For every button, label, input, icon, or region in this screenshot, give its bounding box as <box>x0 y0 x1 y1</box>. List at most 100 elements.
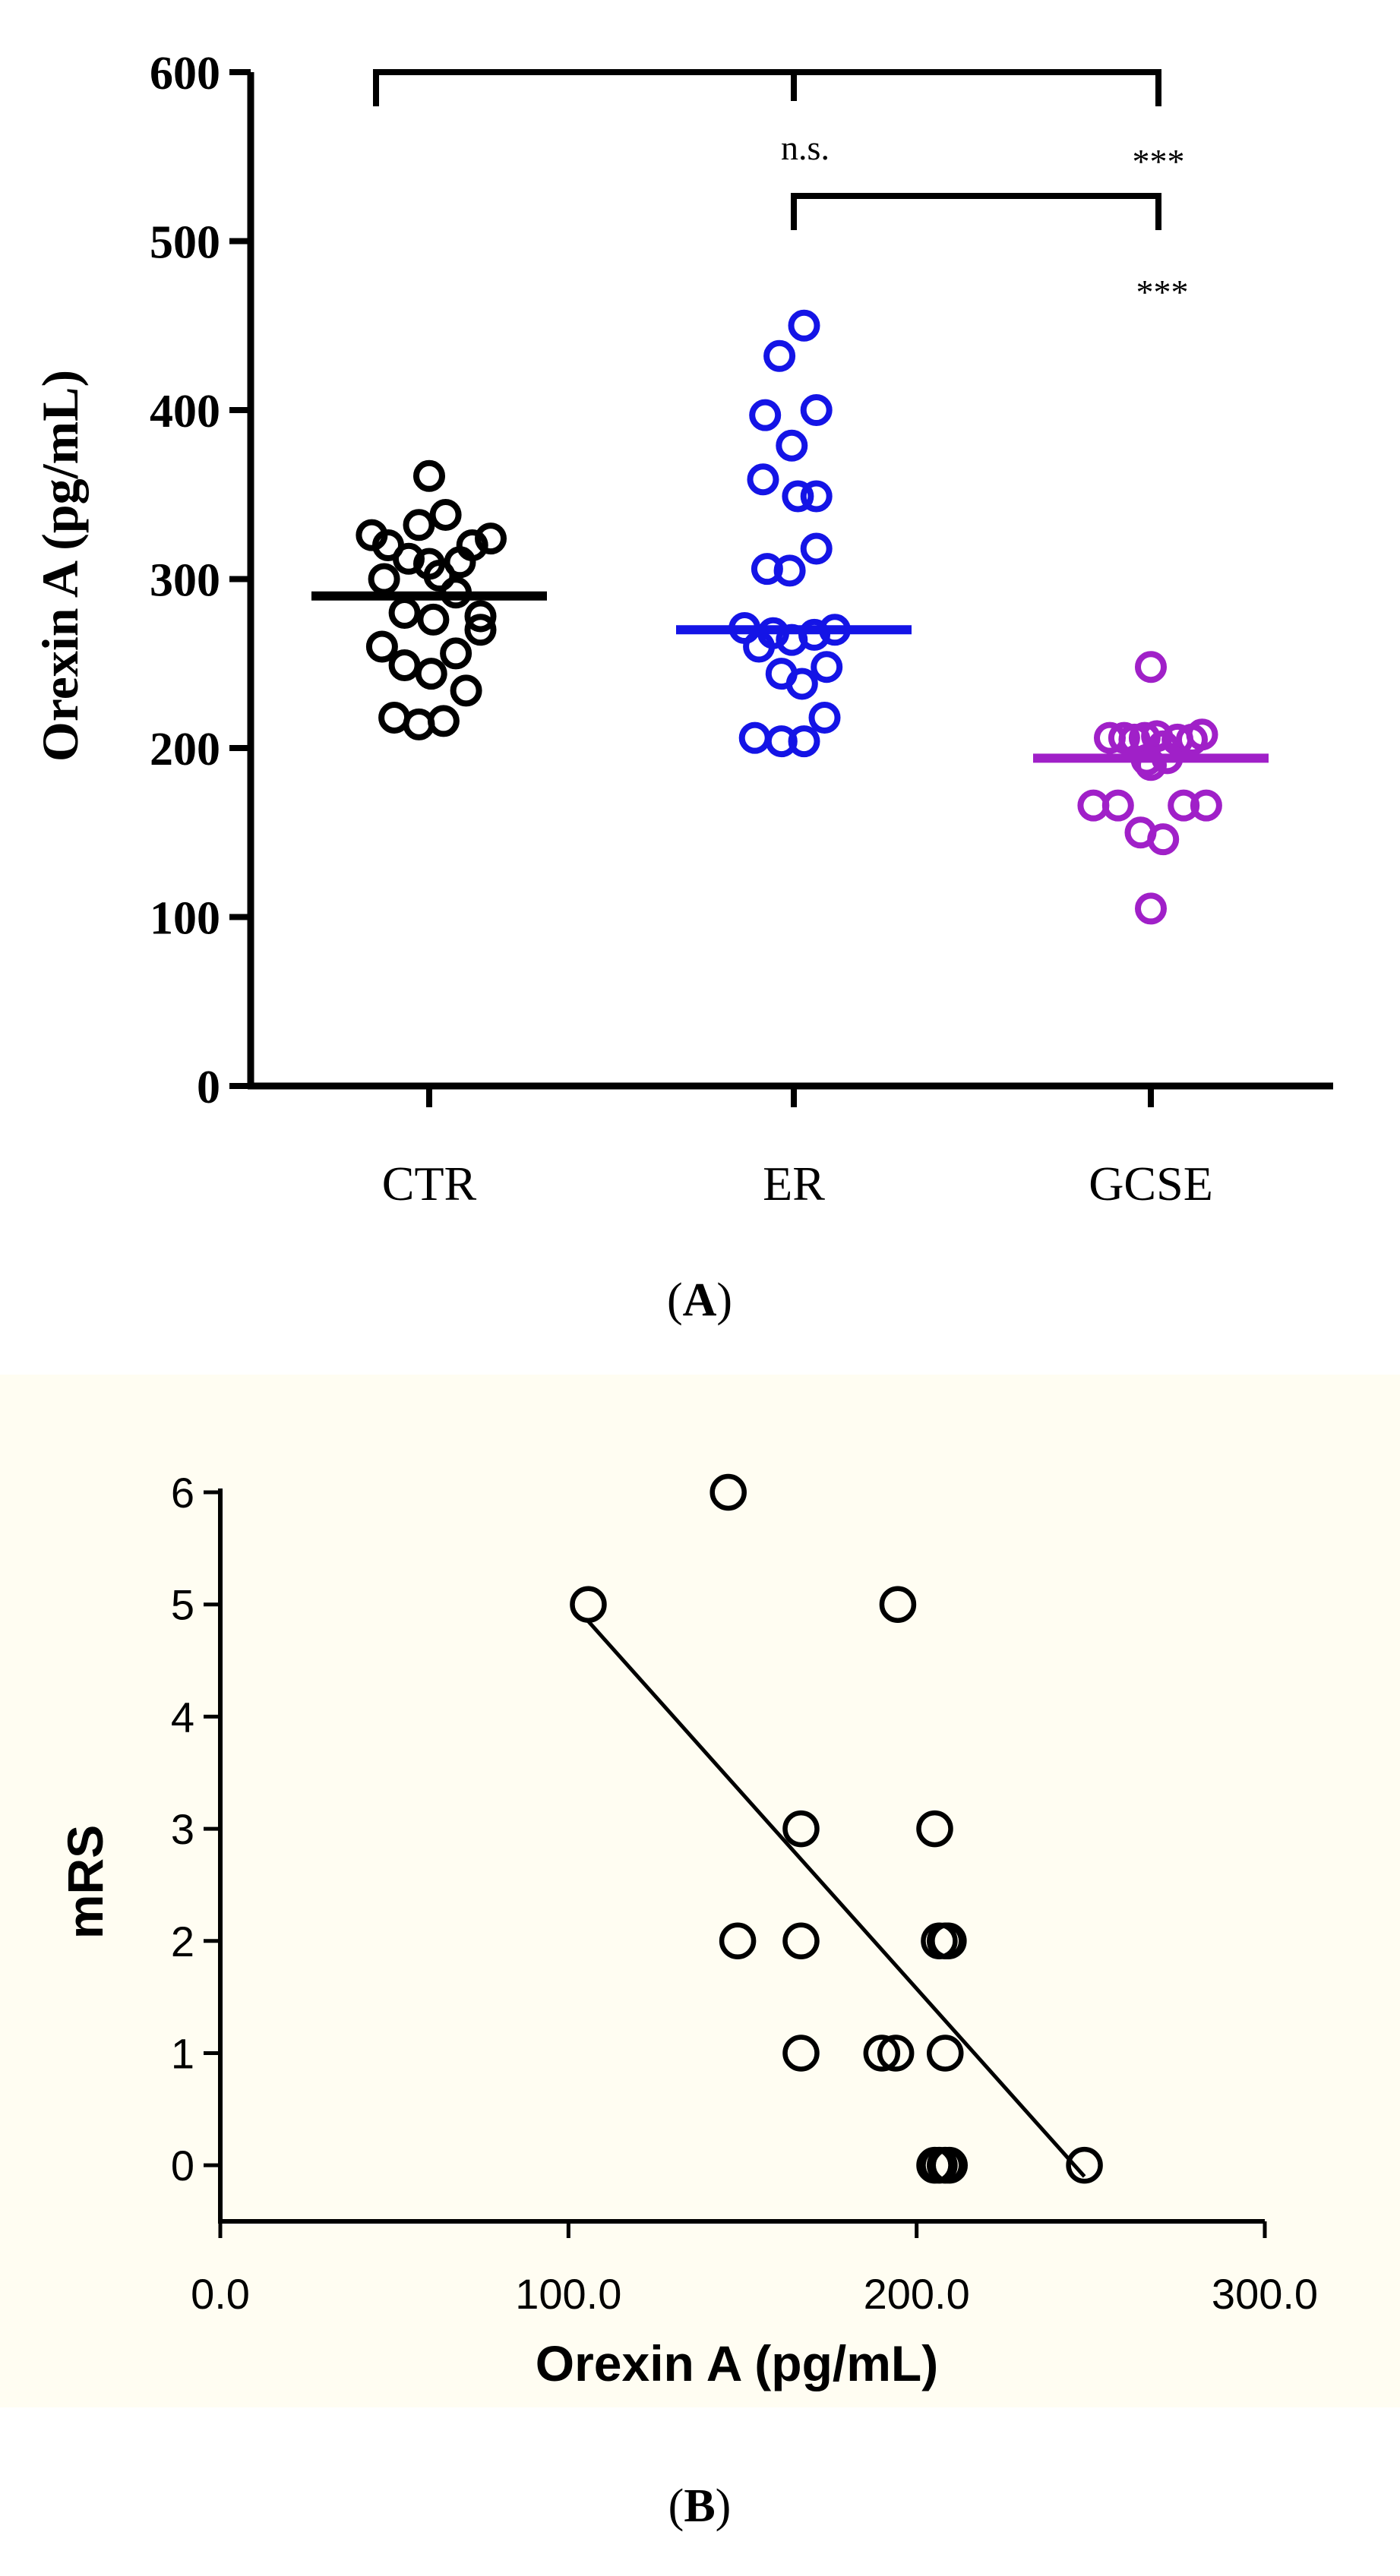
data-point-gcse <box>1135 651 1167 683</box>
panel-a-y-tick-label: 300 <box>150 555 220 607</box>
panel-a-x-tick-label: CTR <box>382 1157 477 1211</box>
data-point <box>931 2146 968 2184</box>
panel-b-y-tick-label: 1 <box>171 2029 194 2077</box>
data-point-ctr <box>464 614 497 646</box>
data-point-gcse <box>1101 789 1134 822</box>
data-point-ctr <box>388 649 421 681</box>
panel-b-data-points <box>570 1473 1103 2184</box>
panel-b-y-tick-label: 3 <box>171 1805 194 1853</box>
data-point-ctr <box>464 600 497 633</box>
panel-b-x-tick-label: 100.0 <box>515 2270 621 2318</box>
data-point-ctr <box>427 705 460 737</box>
panel-b-scatter: 0 1 2 3 4 5 6 0.0 100.0 200.0 300.0 Orexin A (pg/… <box>0 1375 1400 2407</box>
data-point-ctr <box>403 509 435 541</box>
data-point-gcse <box>1135 749 1167 781</box>
data-point <box>879 1586 917 1623</box>
data-point-gcse <box>1168 789 1200 822</box>
data-point-ctr <box>450 674 482 707</box>
data-point-er <box>749 399 782 431</box>
panel-b-y-tick-label: 4 <box>171 1693 194 1741</box>
data-point <box>719 1922 757 1960</box>
data-point-ctr <box>456 529 488 561</box>
significance-brackets: n.s. *** *** <box>373 69 1189 311</box>
data-point-ctr <box>393 542 425 575</box>
data-point-ctr <box>415 658 447 690</box>
panel-a-dot-plot: 0 100 200 300 400 500 600 CTR ER GCSE n.s. *** ***… <box>0 0 1400 1245</box>
panel-b-x-tick-label: 300.0 <box>1212 2270 1318 2318</box>
data-point-er <box>747 463 779 496</box>
panel-a-x-tick-label: GCSE <box>1089 1157 1213 1211</box>
data-point-ctr <box>429 498 462 531</box>
panel-b-x-tick-label: 200.0 <box>864 2270 970 2318</box>
data-point <box>709 1473 747 1511</box>
annotation-ns: n.s. <box>781 128 830 167</box>
panel-b-y-tick-label: 2 <box>171 1918 194 1965</box>
data-point-gcse <box>1147 823 1180 856</box>
panel-a-background <box>0 0 1400 1245</box>
data-point <box>782 1922 820 1960</box>
data-point-er <box>765 725 798 758</box>
data-point-er <box>788 725 820 758</box>
data-point-ctr <box>365 630 398 663</box>
panel-a-y-axis-label: Orexin A (pg/mL) <box>31 370 89 762</box>
data-point-gcse <box>1190 789 1222 822</box>
panel-b-x-tick-label: 0.0 <box>191 2270 250 2318</box>
data-point-ctr <box>475 522 507 555</box>
data-point-er <box>751 553 783 586</box>
data-point-gcse <box>1186 718 1218 751</box>
panel-a-y-tick-label: 0 <box>197 1062 220 1113</box>
panel-a-y-tick-label: 600 <box>150 48 220 99</box>
data-point-er <box>773 554 806 587</box>
data-point-ctr <box>417 603 450 636</box>
data-point-er <box>811 651 843 683</box>
data-point <box>863 2035 901 2072</box>
panel-b-y-tick-label: 6 <box>171 1469 194 1517</box>
data-point-er <box>763 339 796 372</box>
panel-a-y-tick-label: 100 <box>150 893 220 945</box>
data-point-er <box>782 480 814 513</box>
panel-a-letter: A <box>683 1274 717 1326</box>
bracket-ctr-gcse <box>373 69 1161 106</box>
data-point-ctr <box>413 459 445 492</box>
panel-b-axes <box>218 1488 1265 2224</box>
data-point <box>782 1810 820 1848</box>
data-point <box>927 2035 964 2072</box>
panel-a-x-ticks: CTR ER GCSE <box>382 1086 1213 1211</box>
panel-b-letter: B <box>684 2480 715 2532</box>
data-point <box>782 2035 820 2072</box>
data-point-er <box>800 394 833 426</box>
panel-b-fit-line <box>586 1620 1086 2178</box>
panel-b-y-tick-label: 5 <box>171 1581 194 1629</box>
panel-b-x-ticks: 0.0 100.0 200.0 300.0 <box>191 2221 1318 2318</box>
bracket-er-gcse <box>791 193 1161 230</box>
data-point-er <box>788 309 820 342</box>
panel-b-x-axis-label: Orexin A (pg/mL) <box>536 2335 938 2391</box>
panel-a-data-points <box>356 309 1222 925</box>
data-point <box>570 1586 607 1623</box>
data-point-gcse <box>1135 892 1167 925</box>
panel-b-caption: (B) <box>668 2480 732 2532</box>
data-point-er <box>798 618 830 651</box>
panel-b-y-axis-label: mRS <box>57 1825 113 1939</box>
data-point <box>930 1922 967 1960</box>
panel-a-x-tick-label: ER <box>763 1157 825 1211</box>
regression-line <box>586 1620 1086 2178</box>
data-point-er <box>808 701 841 734</box>
annotation-sig-er-gcse: *** <box>1136 273 1189 311</box>
annotation-sig-ctr-gcse: *** <box>1133 142 1185 181</box>
panel-a-y-tick-label: 400 <box>150 386 220 437</box>
panel-b-y-tick-label: 0 <box>171 2142 194 2189</box>
data-point <box>1066 2146 1103 2184</box>
data-point-er <box>800 532 833 565</box>
data-point-er <box>800 480 833 513</box>
panel-b-background <box>0 1375 1400 2407</box>
panel-a-median-lines <box>311 591 1269 763</box>
panel-a-y-ticks: 0 100 200 300 400 500 600 <box>150 48 251 1113</box>
data-point <box>877 2035 915 2072</box>
data-point-ctr <box>440 637 472 670</box>
data-point-er <box>785 668 818 700</box>
panel-a-y-tick-label: 200 <box>150 724 220 775</box>
panel-b-y-ticks: 0 1 2 3 4 5 6 <box>171 1469 220 2189</box>
data-point-er <box>776 429 808 462</box>
